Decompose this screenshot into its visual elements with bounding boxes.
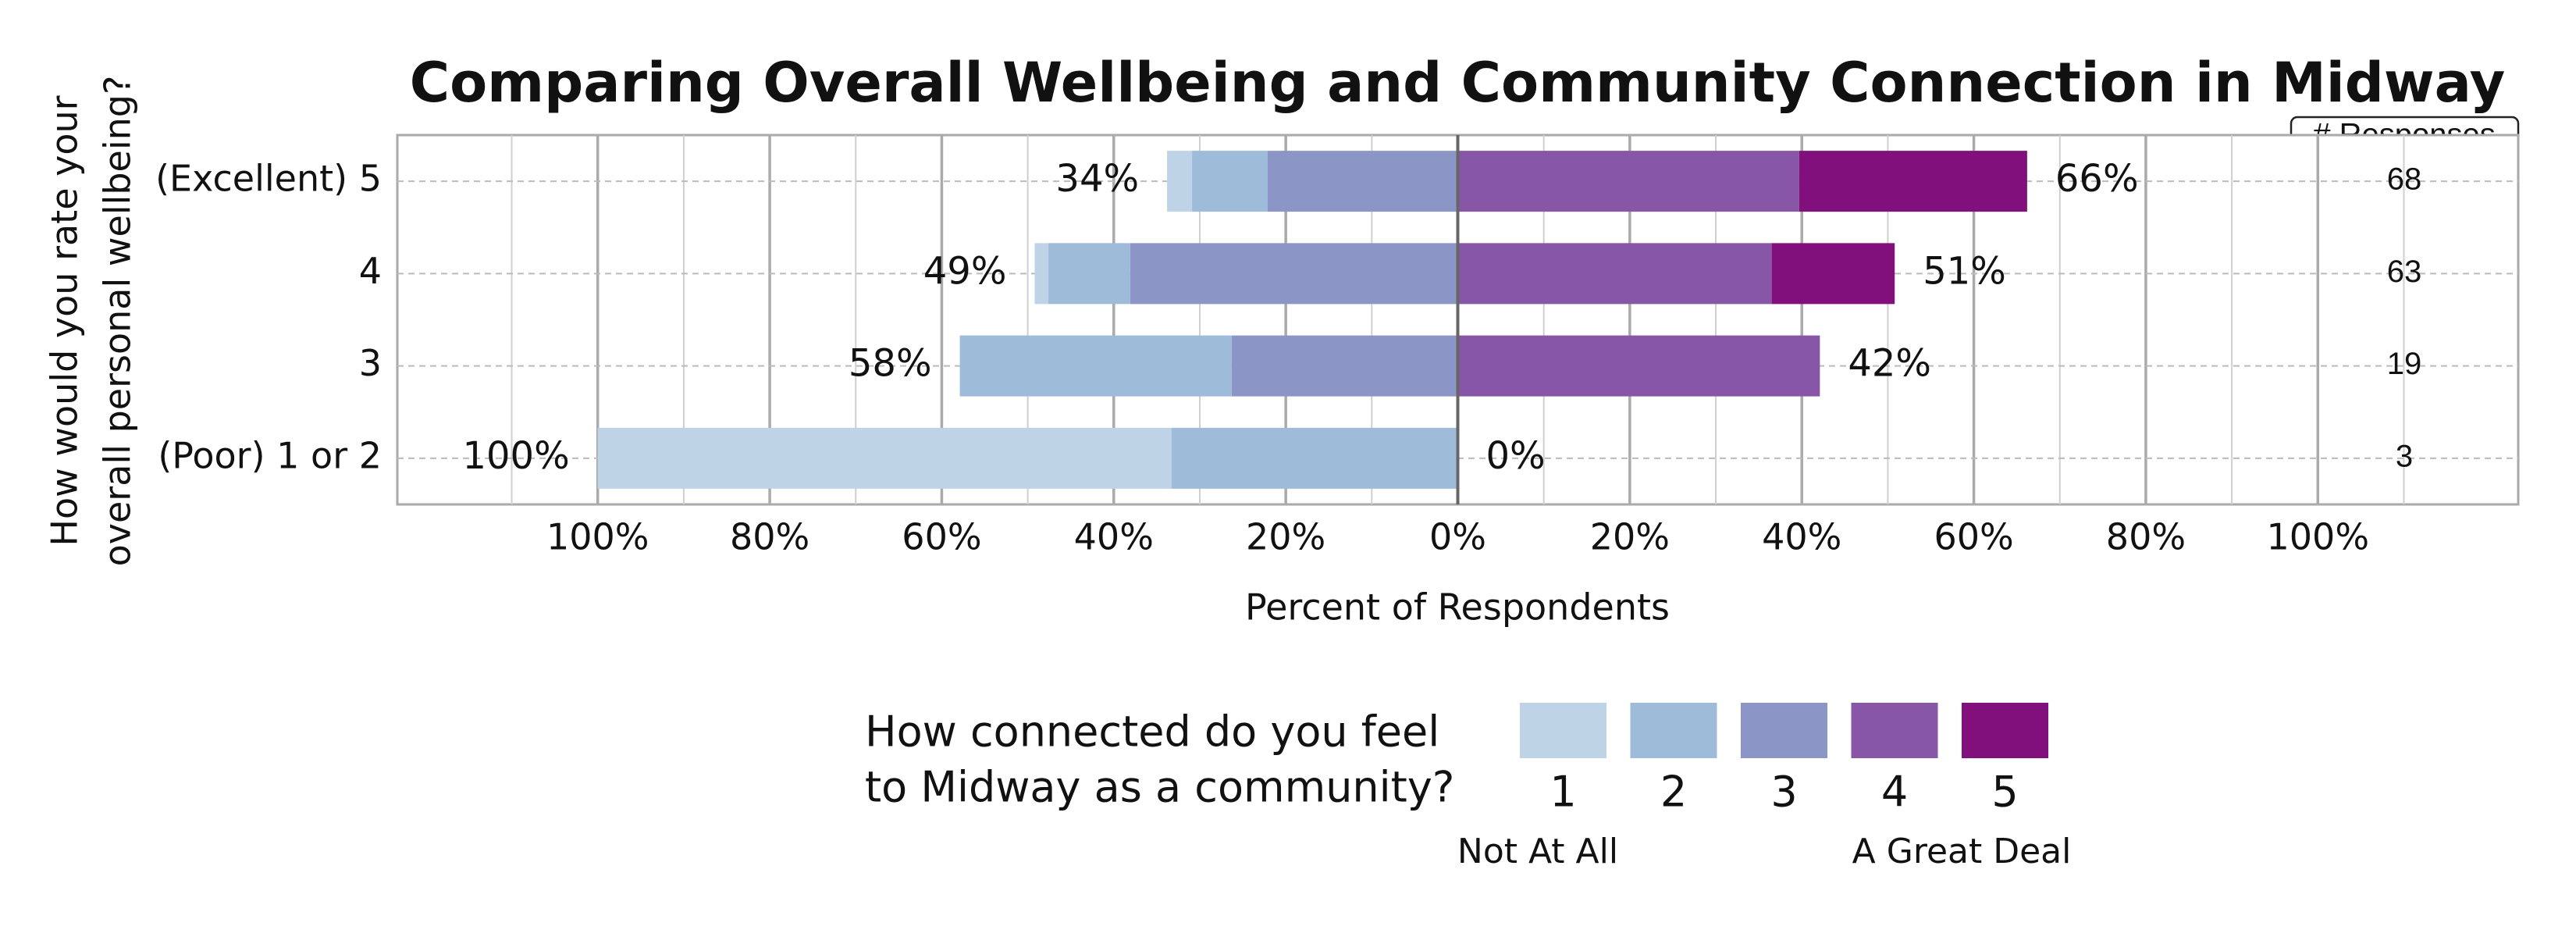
left-total-label: 100%: [462, 434, 569, 478]
bar-segment: [1799, 151, 2027, 212]
legend-title: to Midway as a community?: [865, 763, 1454, 812]
x-tick-label: 100%: [546, 516, 649, 558]
x-tick-label: 0%: [1429, 516, 1486, 558]
x-tick-label: 80%: [2106, 516, 2186, 558]
bar-segment: [1167, 151, 1193, 212]
response-count: 63: [2387, 255, 2422, 289]
legend-swatch: [1851, 703, 1938, 758]
legend-high-label: A Great Deal: [1852, 832, 2072, 871]
bar-segment: [1771, 243, 1895, 305]
legend-low-label: Not At All: [1457, 832, 1618, 871]
x-tick-label: 40%: [1762, 516, 1841, 558]
legend-title: How connected do you feel: [865, 707, 1439, 757]
y-tick-label: 3: [359, 342, 382, 384]
bar-segment: [1130, 243, 1458, 305]
legend-swatch: [1962, 703, 2048, 758]
response-count: 68: [2387, 162, 2422, 197]
legend-swatch: [1630, 703, 1717, 758]
bar-segment: [1192, 151, 1268, 212]
chart-title: Comparing Overall Wellbeing and Communit…: [410, 51, 2506, 115]
bar-segment: [1171, 427, 1458, 489]
response-count: 3: [2396, 439, 2413, 473]
bar-segment: [1268, 151, 1458, 212]
right-total-label: 0%: [1486, 434, 1546, 478]
x-tick-label: 60%: [1934, 516, 2013, 558]
x-tick-label: 80%: [730, 516, 809, 558]
bar-segment: [1457, 243, 1772, 305]
left-total-label: 49%: [923, 249, 1007, 293]
bar-segment: [1457, 335, 1820, 397]
legend-swatch: [1520, 703, 1606, 758]
response-count: 19: [2387, 347, 2422, 381]
bar-segment: [1034, 243, 1049, 305]
legend-label: 4: [1881, 768, 1908, 817]
y-axis-label-line: How would you rate your: [44, 95, 86, 546]
bar-segment: [959, 335, 1232, 397]
right-total-label: 66%: [2055, 157, 2139, 201]
legend-label: 3: [1770, 768, 1797, 817]
legend-label: 2: [1660, 768, 1687, 817]
legend-swatch: [1741, 703, 1827, 758]
y-axis-label-line: overall personal wellbeing?: [97, 76, 139, 567]
x-axis-label: Percent of Respondents: [1245, 586, 1670, 629]
x-tick-label: 60%: [902, 516, 981, 558]
y-tick-label: 4: [359, 250, 382, 292]
bar-segment: [597, 427, 1172, 489]
y-tick-label: (Poor) 1 or 2: [158, 434, 382, 476]
x-tick-label: 40%: [1074, 516, 1154, 558]
bar-segment: [1231, 335, 1458, 397]
left-total-label: 58%: [849, 342, 932, 386]
legend-label: 5: [1991, 768, 2018, 817]
y-tick-label: (Excellent) 5: [155, 158, 382, 200]
x-tick-label: 100%: [2267, 516, 2370, 558]
x-tick-label: 20%: [1246, 516, 1325, 558]
right-total-label: 51%: [1923, 249, 2006, 293]
bar-segment: [1457, 151, 1799, 212]
bar-segment: [1048, 243, 1130, 305]
right-total-label: 42%: [1848, 342, 1931, 386]
y-axis-label: How would you rate your overall personal…: [44, 76, 139, 567]
left-total-label: 34%: [1055, 157, 1139, 201]
legend-label: 1: [1550, 768, 1576, 817]
x-tick-label: 20%: [1590, 516, 1670, 558]
